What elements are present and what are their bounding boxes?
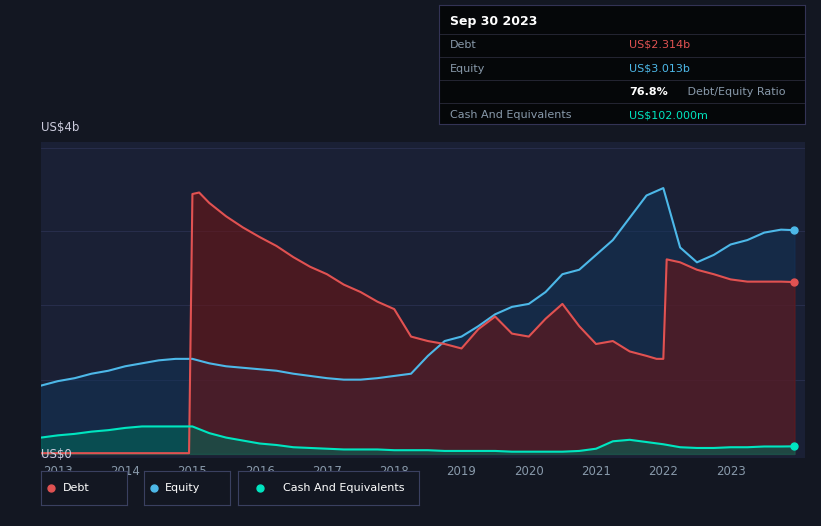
Text: Cash And Equivalents: Cash And Equivalents [450, 110, 571, 120]
Text: US$102.000m: US$102.000m [629, 110, 708, 120]
Text: US$0: US$0 [41, 448, 71, 461]
Text: Sep 30 2023: Sep 30 2023 [450, 15, 538, 28]
Text: US$3.013b: US$3.013b [629, 64, 690, 74]
Text: Equity: Equity [450, 64, 485, 74]
Text: Debt: Debt [450, 40, 477, 50]
Text: Equity: Equity [165, 483, 200, 493]
Text: 76.8%: 76.8% [629, 87, 668, 97]
Text: US$2.314b: US$2.314b [629, 40, 690, 50]
Text: Debt/Equity Ratio: Debt/Equity Ratio [684, 87, 786, 97]
Text: US$4b: US$4b [41, 121, 80, 134]
Text: Cash And Equivalents: Cash And Equivalents [283, 483, 405, 493]
Text: Debt: Debt [62, 483, 89, 493]
